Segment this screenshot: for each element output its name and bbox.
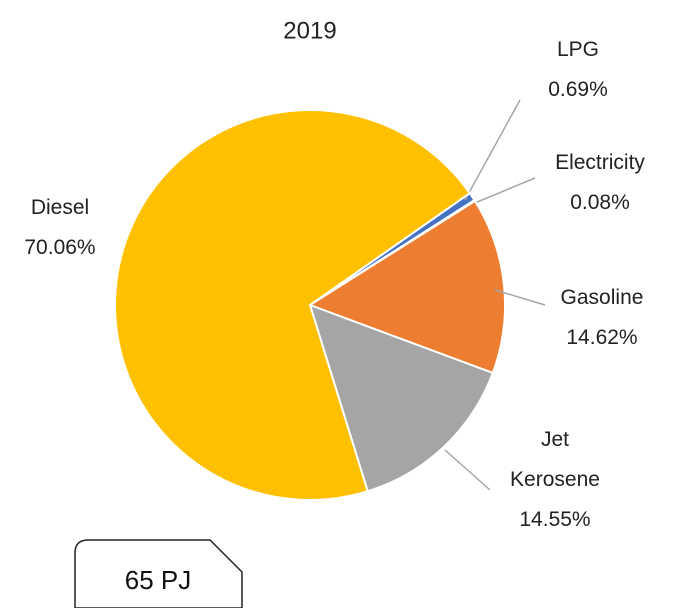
category-label: LPG (556, 38, 600, 61)
pie-slice (307, 199, 506, 375)
value-label: 14.62% (566, 326, 638, 349)
slice-label: Gasoline 14.62% (537, 278, 667, 358)
slice-label: Diesel 70.06% (0, 188, 120, 268)
value-label: 0.08% (570, 191, 630, 214)
pie-slice (114, 109, 472, 501)
category-label: Electricity (555, 151, 645, 174)
slice-label: LPG 0.69% (518, 30, 638, 110)
value-label: 70.06% (24, 236, 96, 259)
annotation: 65 PJ (125, 565, 192, 595)
category-label: Gasoline (560, 286, 644, 309)
leader-line (469, 177, 536, 206)
leader-line (464, 99, 521, 201)
leader-line (444, 449, 491, 491)
category-label: Jet Kerosene (510, 428, 600, 491)
slice-label: Jet Kerosene 14.55% (500, 420, 610, 540)
value-label: 0.69% (548, 78, 608, 101)
slice-label: Electricity 0.08% (520, 143, 676, 223)
leader-line (494, 289, 546, 306)
chart-title: 2019 (283, 17, 336, 44)
pie-slice (308, 303, 495, 493)
category-label: Diesel (30, 196, 90, 219)
annotation-box (74, 539, 243, 608)
value-label: 14.55% (519, 508, 591, 531)
